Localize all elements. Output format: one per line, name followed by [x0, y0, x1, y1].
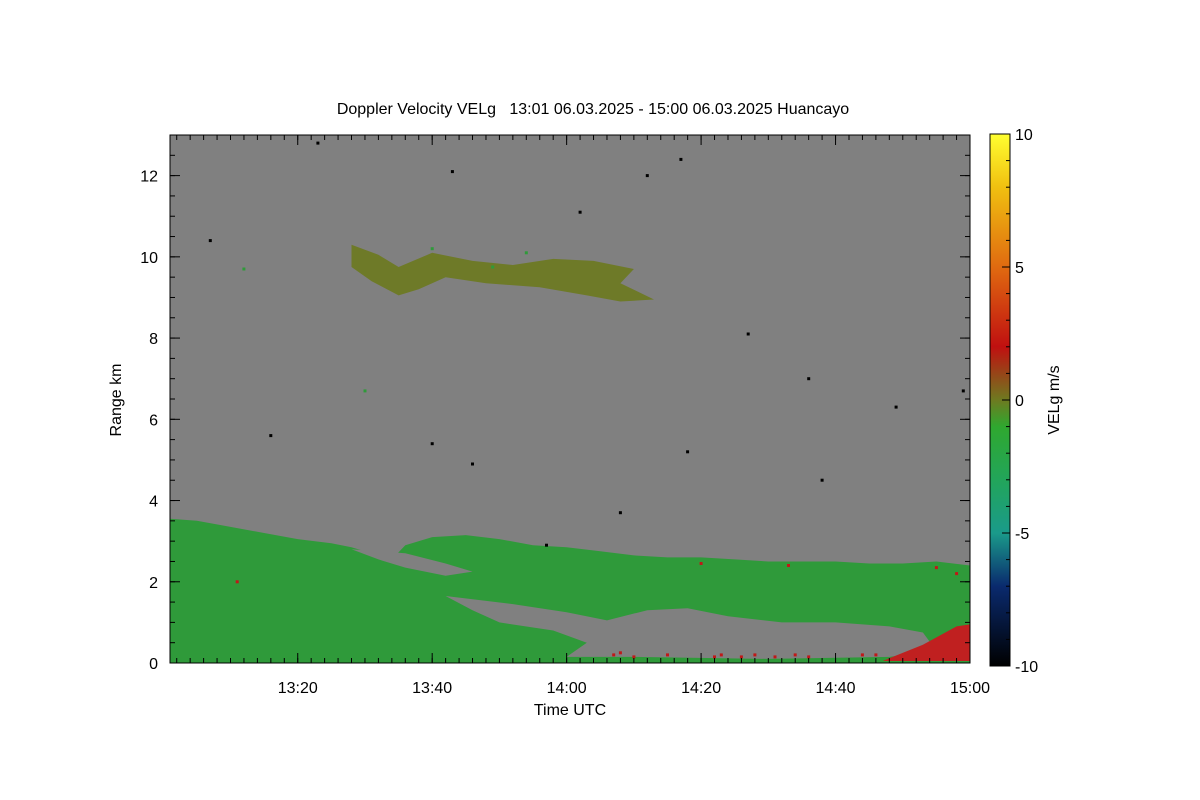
- echo-speckle: [208, 239, 212, 243]
- colorbar: 10 5 0 -5 -10 VELg m/s: [989, 127, 1063, 676]
- echo-speckle: [632, 655, 636, 659]
- echo-speckle: [753, 653, 757, 657]
- echo-speckle: [699, 562, 703, 565]
- y-tick-label: 12: [140, 169, 158, 186]
- echo-speckle: [679, 157, 683, 161]
- cloud-layer-9-10km: [351, 244, 654, 302]
- echo-speckle: [618, 511, 622, 515]
- echo-speckle: [242, 267, 246, 271]
- clear-gap-1: [445, 596, 937, 659]
- echo-speckle: [773, 655, 777, 659]
- x-tick-label: 15:00: [950, 680, 990, 697]
- echo-speckle: [874, 653, 878, 657]
- y-tick-label: 2: [149, 575, 158, 592]
- y-tick-label: 8: [149, 331, 158, 348]
- y-axis: 0 2 4 6 8 10 12: [140, 134, 970, 673]
- x-tick-label: 13:20: [278, 680, 318, 697]
- echo-speckle: [491, 265, 495, 269]
- echo-speckle: [961, 389, 965, 393]
- y-tick-label: 4: [149, 494, 158, 511]
- echo-speckle: [235, 580, 239, 584]
- echo-speckle: [739, 655, 743, 659]
- echo-speckle: [793, 653, 797, 657]
- echo-speckle: [645, 174, 649, 178]
- echo-speckle: [578, 210, 582, 214]
- echo-speckle: [860, 653, 864, 657]
- echo-speckle: [807, 655, 811, 659]
- x-tick-label: 14:40: [816, 680, 856, 697]
- echo-speckle: [545, 543, 548, 547]
- echo-speckle: [686, 450, 690, 454]
- echo-speckle: [807, 377, 811, 381]
- echo-speckle: [524, 251, 528, 255]
- y-axis-label: Range km: [108, 364, 125, 437]
- clear-gap-2: [351, 549, 473, 576]
- x-axis: 13:20 13:40 14:00 14:20 14:40 15:00: [176, 135, 990, 697]
- echo-speckle: [450, 170, 454, 174]
- echo-speckle: [316, 141, 320, 145]
- colorbar-tick-label: -5: [1015, 526, 1029, 543]
- echo-speckle: [820, 478, 824, 482]
- echo-speckle: [618, 651, 622, 655]
- colorbar-ticks: 10 5 0 -5 -10: [1002, 127, 1038, 676]
- echo-speckle: [934, 566, 938, 570]
- plot-area: [169, 134, 971, 664]
- echo-speckle: [430, 442, 434, 446]
- echo-speckle: [666, 653, 669, 657]
- echo-speckle: [713, 655, 716, 659]
- y-tick-label: 6: [149, 412, 158, 429]
- colorbar-tick-label: -10: [1015, 659, 1038, 676]
- colorbar-tick-label: 5: [1015, 260, 1024, 277]
- echo-speckles: [208, 141, 965, 659]
- x-tick-label: 13:40: [412, 680, 452, 697]
- echo-speckle: [746, 332, 750, 336]
- echo-speckle: [955, 572, 959, 576]
- echo-speckle: [612, 653, 616, 657]
- near-ground-positive-echo: [882, 624, 970, 661]
- x-tick-label: 14:00: [547, 680, 587, 697]
- echo-speckle: [894, 405, 898, 409]
- y-tick-label: 10: [140, 250, 158, 267]
- chart-title: Doppler Velocity VELg 13:01 06.03.2025 -…: [337, 101, 849, 118]
- echo-speckle: [471, 462, 474, 466]
- colorbar-label: VELg m/s: [1046, 365, 1063, 434]
- x-tick-label: 14:20: [681, 680, 721, 697]
- echo-regions: [170, 244, 970, 663]
- colorbar-tick-label: 10: [1015, 127, 1033, 144]
- echo-speckle: [719, 653, 723, 657]
- y-tick-label: 0: [149, 656, 158, 673]
- echo-speckle: [269, 434, 273, 438]
- colorbar-tick-label: 0: [1015, 393, 1024, 410]
- echo-speckle: [787, 564, 790, 567]
- echo-speckle: [363, 389, 367, 393]
- echo-speckle: [430, 247, 434, 251]
- x-axis-label: Time UTC: [534, 702, 606, 719]
